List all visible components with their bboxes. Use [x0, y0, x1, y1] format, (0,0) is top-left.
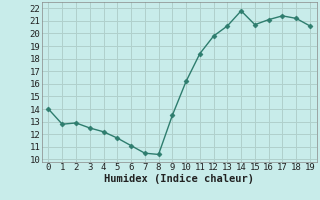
- X-axis label: Humidex (Indice chaleur): Humidex (Indice chaleur): [104, 174, 254, 184]
